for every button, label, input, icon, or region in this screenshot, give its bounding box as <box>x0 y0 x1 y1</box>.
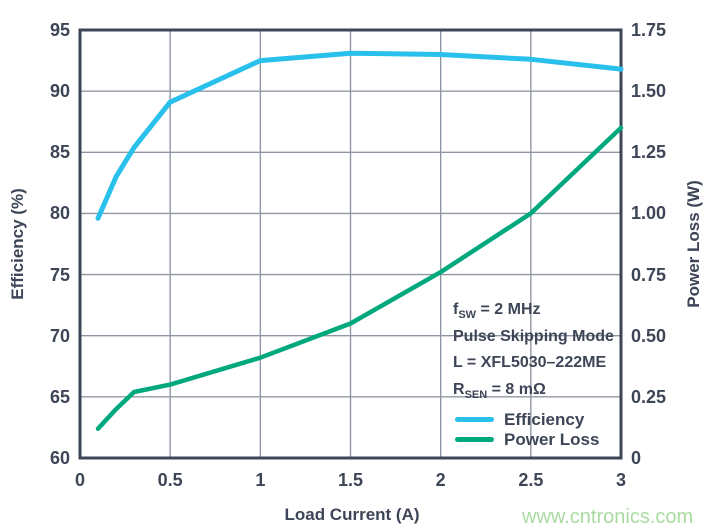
efficiency-line-swatch <box>455 416 494 422</box>
power-loss-line-swatch <box>455 436 494 442</box>
data-series <box>95 50 624 431</box>
annotation-line-fsw: fSW = 2 MHz <box>453 301 541 322</box>
annotation-line-mode: Pulse Skipping Mode <box>453 327 614 345</box>
legend-item-efficiency: Efficiency <box>455 409 599 429</box>
right-axis-title: Power Loss (W) <box>684 180 703 308</box>
legend-item-power-loss: Power Loss <box>455 429 599 449</box>
conditions-annotation: fSW = 2 MHz Pulse Skipping Mode L = XFL5… <box>453 297 614 403</box>
x-axis-title: Load Current (A) <box>284 505 420 524</box>
legend-label-efficiency: Efficiency <box>504 409 585 429</box>
plot-frame-group <box>78 28 623 460</box>
efficiency-line <box>95 50 624 221</box>
legend: Efficiency Power Loss <box>455 409 599 449</box>
watermark: www.cntronics.com <box>522 506 694 528</box>
legend-label-power-loss: Power Loss <box>504 429 600 449</box>
plot-frame <box>78 28 623 460</box>
annotation-line-inductor: L = XFL5030–222ME <box>453 354 607 371</box>
annotation-line-rsen: RSEN = 8 mΩ <box>453 380 546 401</box>
power-loss-line <box>95 125 624 431</box>
gridlines <box>80 30 621 458</box>
left-axis-title: Efficiency (%) <box>8 188 27 300</box>
